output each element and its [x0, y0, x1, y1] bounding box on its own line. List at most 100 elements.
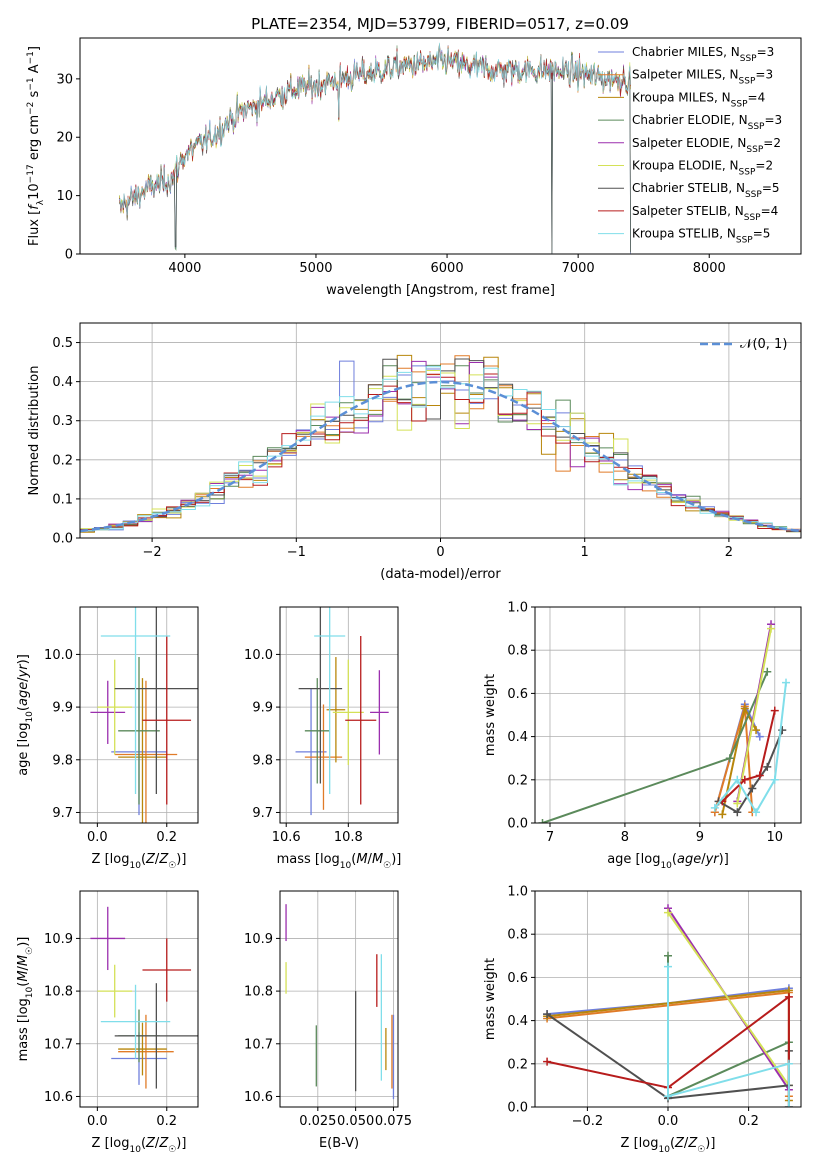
- label-part: =3: [764, 113, 782, 127]
- label-part: 10: [660, 861, 672, 871]
- plot-area: [118, 42, 631, 254]
- axes-frame: [279, 890, 399, 1108]
- label-part: (: [16, 982, 31, 987]
- y-tick-label: 0.0: [507, 1101, 528, 1116]
- weight-marker: [664, 1092, 672, 1101]
- y-tick-label: 1.0: [507, 601, 528, 616]
- errorbar-point-2: [118, 678, 167, 823]
- y-tick-label: 0.8: [507, 928, 528, 943]
- plot-area: [543, 904, 793, 1107]
- y-tick-label: 10: [56, 189, 73, 204]
- label-part: −1: [26, 51, 36, 64]
- label-part: A: [27, 64, 42, 77]
- plot-area: [80, 354, 801, 538]
- label-part: erg cm: [27, 115, 42, 164]
- y-tick-label: 0.0: [507, 817, 528, 832]
- axes-frame: [79, 37, 802, 255]
- label-part: Flux [: [27, 210, 42, 246]
- y-tick-label: 9.9: [52, 701, 73, 716]
- label-part: ☉: [697, 1145, 705, 1155]
- y-tick-label: 0.2: [52, 453, 73, 468]
- errorbar-point-4: [370, 670, 389, 755]
- label-part: 10: [25, 711, 35, 723]
- weight_vs_Z-panel: −0.2 0.0 0.20.00.20.40.60.81.0Z [log10(Z/Z…: [483, 885, 802, 1155]
- x-tick-label: 0.075: [375, 1114, 412, 1129]
- label-part: SSP: [739, 77, 756, 87]
- errorbar-point-4: [90, 680, 126, 744]
- y-tick-label: 0: [65, 248, 73, 263]
- label-part: Kroupa STELIB, N: [632, 227, 736, 241]
- weight-marker: [784, 992, 793, 1001]
- label-part: f: [27, 203, 42, 210]
- y-axis-label: Flux [fλ10−17 erg cm−2 s−1 A−1]: [26, 46, 46, 246]
- weight-marker: [725, 754, 734, 763]
- weight-line-7: [721, 710, 776, 803]
- x-tick-label: 10.8: [334, 830, 363, 845]
- weight-marker: [733, 808, 742, 817]
- weight-marker: [782, 678, 791, 687]
- x-tick-label: 0: [436, 545, 444, 560]
- errorbar-point-7: [345, 635, 377, 805]
- y-tick-label: 10.9: [44, 932, 73, 947]
- x-axis-label: mass [log10(M/M☉)]: [277, 852, 402, 871]
- label-part: 10: [340, 861, 352, 871]
- errorbar-point-5: [332, 659, 364, 766]
- label-part: −2: [26, 102, 36, 115]
- label-part: (: [672, 852, 677, 867]
- label-part: 10: [25, 986, 35, 998]
- label-part: Z [log: [621, 1136, 659, 1151]
- label-part: /: [16, 965, 31, 970]
- y-axis-label: age [log10(age/yr)]: [16, 654, 35, 776]
- label-part: /: [368, 852, 373, 867]
- label-part: Kroupa ELODIE, N: [632, 159, 739, 173]
- x-tick-label: 0.2: [156, 830, 177, 845]
- label-part: age [log: [607, 852, 660, 867]
- legend-entry: Chabrier ELODIE, NSSP=3: [632, 113, 782, 132]
- weight-marker: [755, 732, 764, 741]
- errorbar-point-6: [298, 607, 343, 784]
- x-axis-label: age [log10(age/yr)]: [607, 852, 729, 871]
- label-part: 10: [129, 1145, 141, 1155]
- label-part: /: [684, 1136, 689, 1151]
- y-tick-label: 30: [56, 72, 73, 87]
- label-part: Z [log: [92, 852, 130, 867]
- label-part: Salpeter STELIB, N: [632, 204, 744, 218]
- x-tick-label: 1: [581, 545, 589, 560]
- errorbar-point-6: [114, 607, 198, 795]
- label-part: M: [16, 970, 31, 981]
- y-tick-label: 10.7: [44, 1037, 73, 1052]
- label-part: SSP: [739, 168, 756, 178]
- label-part: mass [log: [16, 998, 31, 1061]
- label-part: =2: [755, 159, 773, 173]
- weight-marker: [784, 1059, 793, 1068]
- errorbar-point-3: [304, 678, 330, 784]
- label-part: ☉: [25, 947, 35, 955]
- label-part: (: [16, 706, 31, 711]
- weight-marker: [733, 799, 742, 808]
- y-tick-label: 0.4: [52, 375, 73, 390]
- x-tick-label: 10.6: [272, 830, 301, 845]
- label-part: s: [27, 90, 42, 101]
- errorbar-point-8: [100, 984, 171, 1059]
- normal-curve: [80, 380, 801, 533]
- y-tick-label: 10.0: [44, 648, 73, 663]
- y-tick-label: 1.0: [507, 885, 528, 900]
- y-tick-label: 0.1: [52, 492, 73, 507]
- label-part: )]: [391, 852, 401, 867]
- x-tick-label: 8000: [693, 261, 726, 276]
- y-tick-label: 0.3: [52, 414, 73, 429]
- label-part: SSP: [731, 99, 748, 109]
- y-tick-label: 9.9: [252, 701, 273, 716]
- y-tick-label: 0.4: [507, 1014, 528, 1029]
- y-tick-label: 20: [56, 131, 73, 146]
- label-part: =4: [761, 204, 779, 218]
- plot-area: [90, 906, 198, 1089]
- x-tick-label: −1: [287, 545, 306, 560]
- y-tick-label: 0.5: [52, 336, 73, 351]
- x-tick-label: 5000: [299, 261, 332, 276]
- y-axis-label: mass weight: [483, 674, 498, 756]
- legend-entry: Kroupa MILES, NSSP=4: [632, 90, 765, 109]
- label-part: SSP: [740, 54, 757, 64]
- mass_vs_Z-panel: 0.0 0.210.610.710.810.9Z [log10(Z/Z☉)]mas…: [16, 890, 199, 1155]
